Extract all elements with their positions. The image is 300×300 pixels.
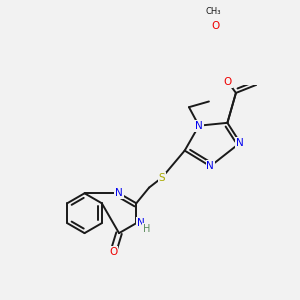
Text: N: N <box>137 218 144 228</box>
Text: S: S <box>159 172 165 183</box>
Text: H: H <box>142 224 150 234</box>
Text: O: O <box>109 247 118 256</box>
Text: O: O <box>224 77 232 87</box>
Text: N: N <box>206 161 214 171</box>
Text: N: N <box>236 138 244 148</box>
Text: O: O <box>211 21 219 31</box>
Text: N: N <box>115 188 123 198</box>
Text: CH₃: CH₃ <box>206 8 221 16</box>
Text: N: N <box>195 121 203 131</box>
